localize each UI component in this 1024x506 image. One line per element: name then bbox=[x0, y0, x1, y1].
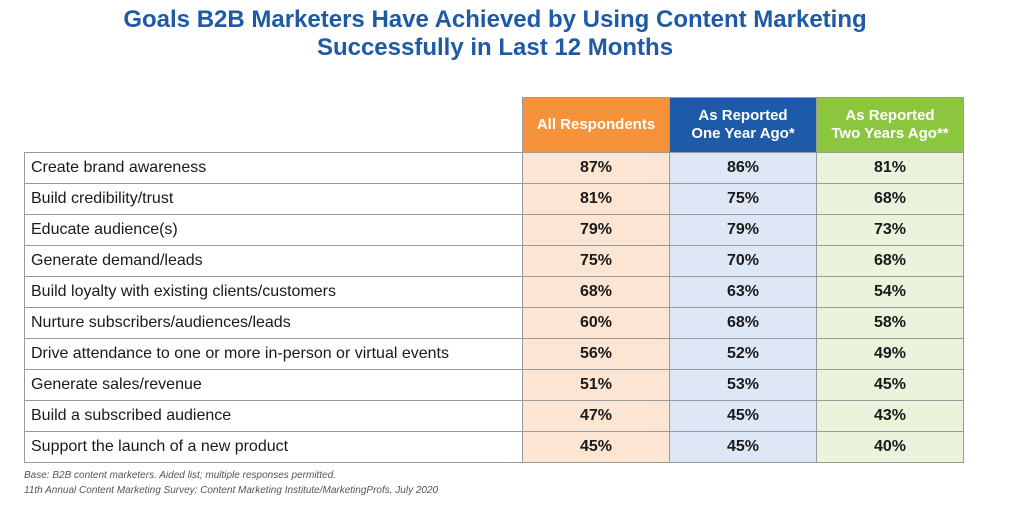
value-cell-two: 68% bbox=[816, 245, 964, 277]
table-row: Educate audience(s) 79% 79% 73% bbox=[24, 214, 964, 246]
value-cell-one: 68% bbox=[669, 307, 817, 339]
table-row: Drive attendance to one or more in-perso… bbox=[24, 338, 964, 370]
column-header-two-line-1: As Reported bbox=[845, 107, 935, 124]
value-cell-two: 54% bbox=[816, 276, 964, 308]
table-row: Generate sales/revenue 51% 53% 45% bbox=[24, 369, 964, 401]
value-cell-two: 58% bbox=[816, 307, 964, 339]
goal-label: Generate sales/revenue bbox=[24, 369, 523, 401]
value-cell-one: 75% bbox=[669, 183, 817, 215]
value-cell-all: 68% bbox=[522, 276, 670, 308]
value-cell-one: 63% bbox=[669, 276, 817, 308]
table-row: Build credibility/trust 81% 75% 68% bbox=[24, 183, 964, 215]
table-row: Nurture subscribers/audiences/leads 60% 68… bbox=[24, 307, 964, 339]
chart-title-line-1: Goals B2B Marketers Have Achieved by Usi… bbox=[123, 6, 867, 33]
goal-label: Support the launch of a new product bbox=[24, 431, 523, 463]
header-row: All Respondents As Reported One Year Ago… bbox=[24, 97, 964, 153]
value-cell-one: 45% bbox=[669, 431, 817, 463]
value-cell-all: 87% bbox=[522, 152, 670, 184]
column-header-one-year-ago: As Reported One Year Ago* bbox=[669, 97, 817, 153]
value-cell-two: 81% bbox=[816, 152, 964, 184]
footer-notes: Base: B2B content marketers. Aided list;… bbox=[24, 468, 438, 498]
footer-base-note: Base: B2B content marketers. Aided list;… bbox=[24, 470, 336, 481]
value-cell-two: 45% bbox=[816, 369, 964, 401]
value-cell-all: 47% bbox=[522, 400, 670, 432]
column-header-two-line-2: Two Years Ago** bbox=[831, 125, 949, 142]
goal-label: Build a subscribed audience bbox=[24, 400, 523, 432]
value-cell-all: 81% bbox=[522, 183, 670, 215]
goal-label: Generate demand/leads bbox=[24, 245, 523, 277]
column-header-all-line-1: All Respondents bbox=[536, 116, 656, 133]
table-row: Build a subscribed audience 47% 45% 43% bbox=[24, 400, 964, 432]
goal-label: Create brand awareness bbox=[24, 152, 523, 184]
goal-label: Drive attendance to one or more in-perso… bbox=[24, 338, 523, 370]
value-cell-one: 45% bbox=[669, 400, 817, 432]
value-cell-all: 60% bbox=[522, 307, 670, 339]
value-cell-two: 40% bbox=[816, 431, 964, 463]
chart-title: Goals B2B Marketers Have Achieved by Usi… bbox=[0, 6, 990, 62]
value-cell-all: 45% bbox=[522, 431, 670, 463]
value-cell-two: 49% bbox=[816, 338, 964, 370]
value-cell-all: 79% bbox=[522, 214, 670, 246]
value-cell-one: 52% bbox=[669, 338, 817, 370]
table-row: Generate demand/leads 75% 70% 68% bbox=[24, 245, 964, 277]
goal-label: Build loyalty with existing clients/cust… bbox=[24, 276, 523, 308]
chart-title-line-2: Successfully in Last 12 Months bbox=[316, 34, 674, 61]
column-header-one-line-2: One Year Ago* bbox=[691, 125, 795, 142]
value-cell-all: 56% bbox=[522, 338, 670, 370]
value-cell-two: 73% bbox=[816, 214, 964, 246]
value-cell-all: 75% bbox=[522, 245, 670, 277]
table-row: Support the launch of a new product 45% 45… bbox=[24, 431, 964, 463]
goal-label: Nurture subscribers/audiences/leads bbox=[24, 307, 523, 339]
value-cell-one: 79% bbox=[669, 214, 817, 246]
header-blank-cell bbox=[24, 97, 523, 153]
value-cell-one: 70% bbox=[669, 245, 817, 277]
footer-source-note: 11th Annual Content Marketing Survey: Co… bbox=[24, 485, 439, 496]
goals-table: All Respondents As Reported One Year Ago… bbox=[24, 97, 964, 463]
goal-label: Build credibility/trust bbox=[24, 183, 523, 215]
value-cell-one: 53% bbox=[669, 369, 817, 401]
value-cell-two: 43% bbox=[816, 400, 964, 432]
column-header-one-line-1: As Reported bbox=[698, 107, 788, 124]
value-cell-all: 51% bbox=[522, 369, 670, 401]
column-header-two-years-ago: As Reported Two Years Ago** bbox=[816, 97, 964, 153]
value-cell-one: 86% bbox=[669, 152, 817, 184]
table-body: Create brand awareness 87% 86% 81% Build cre… bbox=[24, 152, 964, 463]
value-cell-two: 68% bbox=[816, 183, 964, 215]
table-row: Create brand awareness 87% 86% 81% bbox=[24, 152, 964, 184]
goal-label: Educate audience(s) bbox=[24, 214, 523, 246]
column-header-all-respondents: All Respondents bbox=[522, 97, 670, 153]
table-row: Build loyalty with existing clients/cust… bbox=[24, 276, 964, 308]
